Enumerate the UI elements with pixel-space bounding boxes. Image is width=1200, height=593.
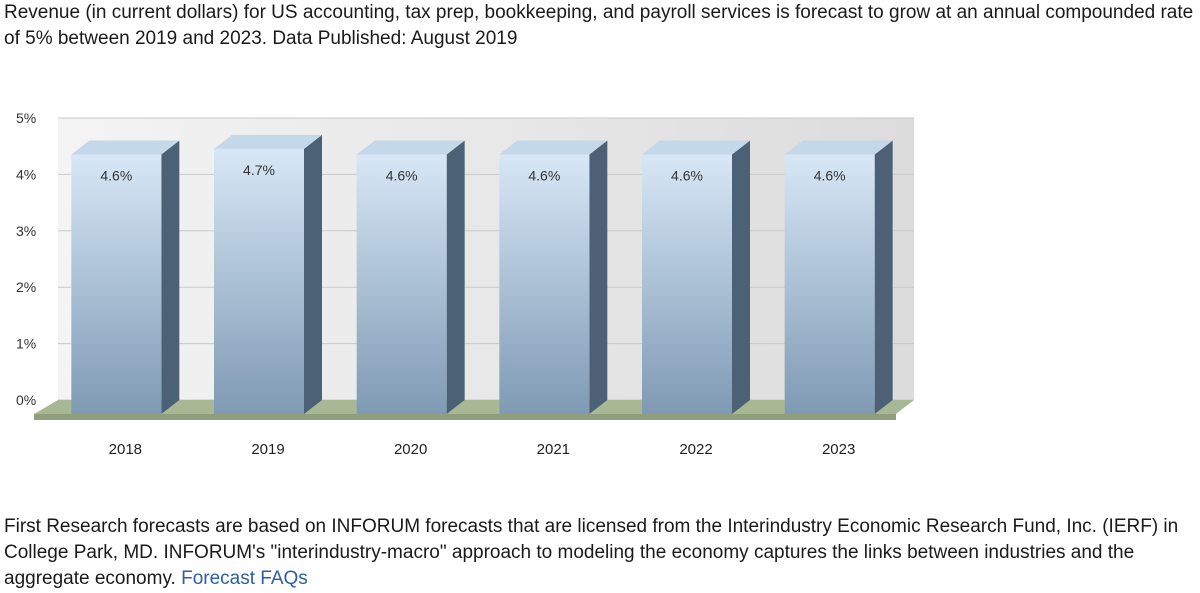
bar-top xyxy=(784,140,893,155)
bar-side xyxy=(161,140,180,414)
back-wall xyxy=(58,118,914,400)
y-tick-label: 1% xyxy=(16,336,36,352)
bar-side xyxy=(589,140,608,414)
bar-2020: 4.6% xyxy=(356,140,465,414)
bar-side xyxy=(874,140,893,414)
bar-2019: 4.7% xyxy=(214,134,322,415)
bar-top xyxy=(71,140,180,155)
bars: 4.6% 4.7% 4.6% 4.6% 4.6% 4.6% xyxy=(71,134,893,415)
x-tick-label: 2020 xyxy=(394,441,427,458)
bar-front xyxy=(71,154,162,414)
data-label: 4.6% xyxy=(528,168,560,184)
y-tick-label: 5% xyxy=(16,110,36,126)
bar-top xyxy=(356,140,465,155)
bar-top xyxy=(499,140,608,155)
y-tick-label: 4% xyxy=(16,166,36,182)
data-label: 4.7% xyxy=(243,162,275,178)
bar-front xyxy=(784,154,875,414)
data-label: 4.6% xyxy=(814,168,846,184)
data-label: 4.6% xyxy=(671,168,703,184)
plot-background xyxy=(58,118,914,400)
forecast-faqs-link[interactable]: Forecast FAQs xyxy=(181,568,308,589)
x-tick-label: 2021 xyxy=(537,441,570,458)
revenue-growth-chart: 0% 1% 2% 3% 4% 5% 4.6% 4.7% 4.6% 4.6% 4.6% 4.6% 20… xyxy=(0,100,940,475)
bar-2021: 4.6% xyxy=(499,140,608,414)
bar-2018: 4.6% xyxy=(71,140,180,414)
x-tick-label: 2022 xyxy=(679,441,712,458)
x-axis: 2018 2019 2020 2021 2022 2023 xyxy=(109,441,856,458)
bar-side xyxy=(304,134,322,415)
y-axis: 0% 1% 2% 3% 4% 5% xyxy=(16,110,36,408)
data-label: 4.6% xyxy=(100,168,132,184)
x-tick-label: 2019 xyxy=(251,441,284,458)
y-tick-label: 3% xyxy=(16,223,36,239)
y-tick-label: 2% xyxy=(16,279,36,295)
floor-edge xyxy=(34,414,896,420)
footer-body: First Research forecasts are based on IN… xyxy=(4,516,1179,589)
bar-side xyxy=(446,140,465,414)
data-label: 4.6% xyxy=(386,168,418,184)
x-tick-label: 2018 xyxy=(109,441,142,458)
bar-front xyxy=(499,154,590,414)
bar-top xyxy=(214,134,322,149)
y-tick-label: 0% xyxy=(16,392,36,408)
bar-front xyxy=(642,154,732,414)
bar-2022: 4.6% xyxy=(642,140,750,414)
bar-top xyxy=(642,140,750,155)
footer-text: First Research forecasts are based on IN… xyxy=(4,514,1196,592)
bar-front xyxy=(356,154,447,414)
x-tick-label: 2023 xyxy=(822,441,855,458)
bar-side xyxy=(732,140,750,414)
intro-text: Revenue (in current dollars) for US acco… xyxy=(4,2,1194,49)
bar-front xyxy=(214,148,304,415)
bar-2023: 4.6% xyxy=(784,140,893,414)
chart-svg: 0% 1% 2% 3% 4% 5% 4.6% 4.7% 4.6% 4.6% 4.6% 4.6% 20… xyxy=(16,110,914,458)
